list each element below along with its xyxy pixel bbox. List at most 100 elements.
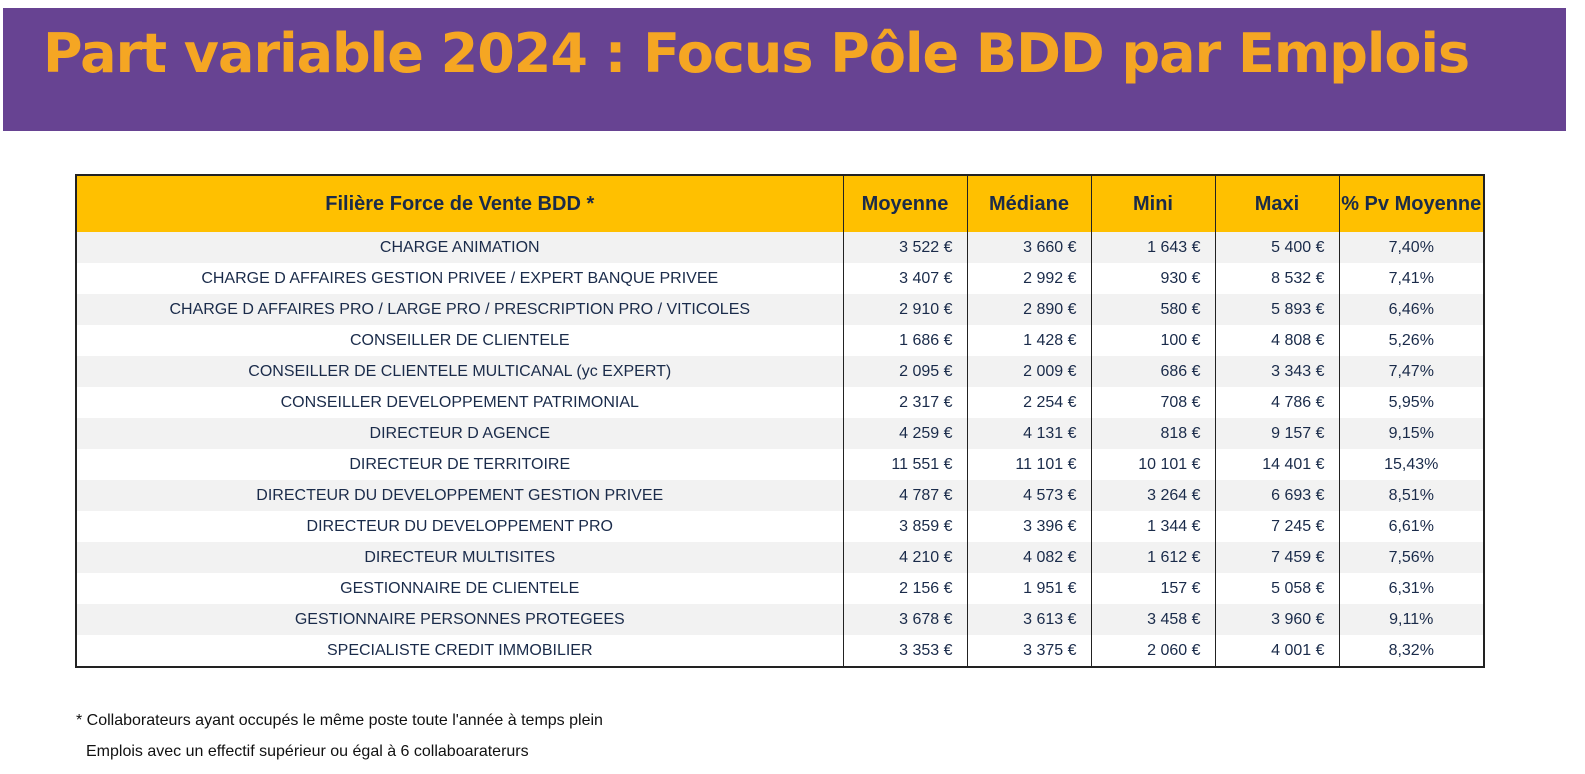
cell-moyenne: 2 156 € xyxy=(842,573,967,604)
cell-moyenne: 2 910 € xyxy=(842,294,967,325)
cell-mediane: 2 254 € xyxy=(966,387,1091,418)
header-maxi: Maxi xyxy=(1214,175,1339,232)
table-body: CHARGE ANIMATION 3 522 €3 660 €1 643 €5 4… xyxy=(76,232,1484,667)
table-row: DIRECTEUR MULTISITES 4 210 €4 082 €1 612 … xyxy=(76,542,1484,573)
cell-mediane: 3 375 € xyxy=(966,635,1091,667)
cell-maxi: 8 532 € xyxy=(1214,263,1339,294)
cell-pv-moyenne: 6,31% xyxy=(1338,573,1484,604)
cell-mini: 686 € xyxy=(1090,356,1215,387)
table-row: DIRECTEUR D AGENCE 4 259 €4 131 €818 €9 1… xyxy=(76,418,1484,449)
cell-mediane: 2 890 € xyxy=(966,294,1091,325)
cell-filiere: GESTIONNAIRE PERSONNES PROTEGEES xyxy=(76,604,843,635)
cell-maxi: 3 343 € xyxy=(1214,356,1339,387)
table-row: DIRECTEUR DU DEVELOPPEMENT PRO 3 859 €3 3… xyxy=(76,511,1484,542)
cell-moyenne: 3 522 € xyxy=(842,232,967,263)
cell-mini: 930 € xyxy=(1090,263,1215,294)
cell-filiere: DIRECTEUR DU DEVELOPPEMENT PRO xyxy=(76,511,843,542)
cell-moyenne: 4 259 € xyxy=(842,418,967,449)
table-row: CONSEILLER DEVELOPPEMENT PATRIMONIAL 2 31… xyxy=(76,387,1484,418)
cell-mini: 708 € xyxy=(1090,387,1215,418)
cell-mini: 580 € xyxy=(1090,294,1215,325)
cell-mediane: 11 101 € xyxy=(966,449,1091,480)
cell-filiere: CHARGE ANIMATION xyxy=(76,232,843,263)
cell-pv-moyenne: 7,56% xyxy=(1338,542,1484,573)
cell-pv-moyenne: 5,26% xyxy=(1338,325,1484,356)
cell-mini: 2 060 € xyxy=(1090,635,1215,667)
cell-maxi: 4 786 € xyxy=(1214,387,1339,418)
cell-moyenne: 4 210 € xyxy=(842,542,967,573)
cell-pv-moyenne: 9,15% xyxy=(1338,418,1484,449)
cell-mediane: 4 573 € xyxy=(966,480,1091,511)
cell-filiere: DIRECTEUR DU DEVELOPPEMENT GESTION PRIVE… xyxy=(76,480,843,511)
cell-moyenne: 4 787 € xyxy=(842,480,967,511)
cell-moyenne: 1 686 € xyxy=(842,325,967,356)
cell-maxi: 14 401 € xyxy=(1214,449,1339,480)
cell-mini: 157 € xyxy=(1090,573,1215,604)
cell-mini: 100 € xyxy=(1090,325,1215,356)
footnote-effectif: Emplois avec un effectif supérieur ou ég… xyxy=(86,743,529,760)
cell-maxi: 5 893 € xyxy=(1214,294,1339,325)
cell-filiere: DIRECTEUR D AGENCE xyxy=(76,418,843,449)
table-row: DIRECTEUR DU DEVELOPPEMENT GESTION PRIVE… xyxy=(76,480,1484,511)
cell-mediane: 1 951 € xyxy=(966,573,1091,604)
cell-maxi: 7 459 € xyxy=(1214,542,1339,573)
cell-mini: 10 101 € xyxy=(1090,449,1215,480)
cell-pv-moyenne: 5,95% xyxy=(1338,387,1484,418)
cell-mini: 1 612 € xyxy=(1090,542,1215,573)
page-title: Part variable 2024 : Focus Pôle BDD par … xyxy=(43,22,1470,85)
cell-pv-moyenne: 7,41% xyxy=(1338,263,1484,294)
cell-maxi: 4 001 € xyxy=(1214,635,1339,667)
cell-pv-moyenne: 15,43% xyxy=(1338,449,1484,480)
cell-moyenne: 11 551 € xyxy=(842,449,967,480)
footnote-asterisk: * Collaborateurs ayant occupés le même p… xyxy=(76,712,603,729)
cell-pv-moyenne: 6,61% xyxy=(1338,511,1484,542)
cell-pv-moyenne: 8,32% xyxy=(1338,635,1484,667)
cell-mediane: 1 428 € xyxy=(966,325,1091,356)
cell-moyenne: 2 095 € xyxy=(842,356,967,387)
table-container: Filière Force de Vente BDD * Moyenne Méd… xyxy=(75,174,1485,668)
cell-maxi: 6 693 € xyxy=(1214,480,1339,511)
table-row: DIRECTEUR DE TERRITOIRE 11 551 €11 101 €1… xyxy=(76,449,1484,480)
cell-filiere: GESTIONNAIRE DE CLIENTELE xyxy=(76,573,843,604)
cell-pv-moyenne: 7,47% xyxy=(1338,356,1484,387)
cell-pv-moyenne: 9,11% xyxy=(1338,604,1484,635)
cell-mediane: 3 396 € xyxy=(966,511,1091,542)
cell-filiere: CONSEILLER DEVELOPPEMENT PATRIMONIAL xyxy=(76,387,843,418)
cell-maxi: 5 058 € xyxy=(1214,573,1339,604)
header-mini: Mini xyxy=(1090,175,1215,232)
cell-mediane: 2 009 € xyxy=(966,356,1091,387)
footnotes: * Collaborateurs ayant occupés le même p… xyxy=(76,705,603,767)
cell-filiere: SPECIALISTE CREDIT IMMOBILIER xyxy=(76,635,843,667)
cell-maxi: 4 808 € xyxy=(1214,325,1339,356)
cell-mini: 3 264 € xyxy=(1090,480,1215,511)
cell-pv-moyenne: 7,40% xyxy=(1338,232,1484,263)
cell-maxi: 9 157 € xyxy=(1214,418,1339,449)
table-header: Filière Force de Vente BDD * Moyenne Méd… xyxy=(76,175,1484,232)
cell-moyenne: 3 407 € xyxy=(842,263,967,294)
cell-moyenne: 3 353 € xyxy=(842,635,967,667)
title-banner: Part variable 2024 : Focus Pôle BDD par … xyxy=(3,8,1566,131)
cell-moyenne: 2 317 € xyxy=(842,387,967,418)
header-filiere: Filière Force de Vente BDD * xyxy=(76,175,843,232)
table-row: GESTIONNAIRE DE CLIENTELE 2 156 €1 951 €1… xyxy=(76,573,1484,604)
cell-pv-moyenne: 8,51% xyxy=(1338,480,1484,511)
cell-mediane: 3 660 € xyxy=(966,232,1091,263)
cell-moyenne: 3 678 € xyxy=(842,604,967,635)
cell-mini: 3 458 € xyxy=(1090,604,1215,635)
cell-mini: 818 € xyxy=(1090,418,1215,449)
cell-maxi: 3 960 € xyxy=(1214,604,1339,635)
table-row: CONSEILLER DE CLIENTELE MULTICANAL (yc E… xyxy=(76,356,1484,387)
cell-maxi: 5 400 € xyxy=(1214,232,1339,263)
table-row: CHARGE D AFFAIRES PRO / LARGE PRO / PRES… xyxy=(76,294,1484,325)
cell-mediane: 4 131 € xyxy=(966,418,1091,449)
cell-filiere: DIRECTEUR DE TERRITOIRE xyxy=(76,449,843,480)
header-pv-moyenne: % Pv Moyenne xyxy=(1338,175,1484,232)
table-row: CHARGE D AFFAIRES GESTION PRIVEE / EXPER… xyxy=(76,263,1484,294)
cell-mediane: 2 992 € xyxy=(966,263,1091,294)
table-row: CHARGE ANIMATION 3 522 €3 660 €1 643 €5 4… xyxy=(76,232,1484,263)
data-table: Filière Force de Vente BDD * Moyenne Méd… xyxy=(75,174,1485,668)
cell-maxi: 7 245 € xyxy=(1214,511,1339,542)
header-row: Filière Force de Vente BDD * Moyenne Méd… xyxy=(76,175,1484,232)
cell-mediane: 3 613 € xyxy=(966,604,1091,635)
table-row: SPECIALISTE CREDIT IMMOBILIER 3 353 €3 37… xyxy=(76,635,1484,667)
